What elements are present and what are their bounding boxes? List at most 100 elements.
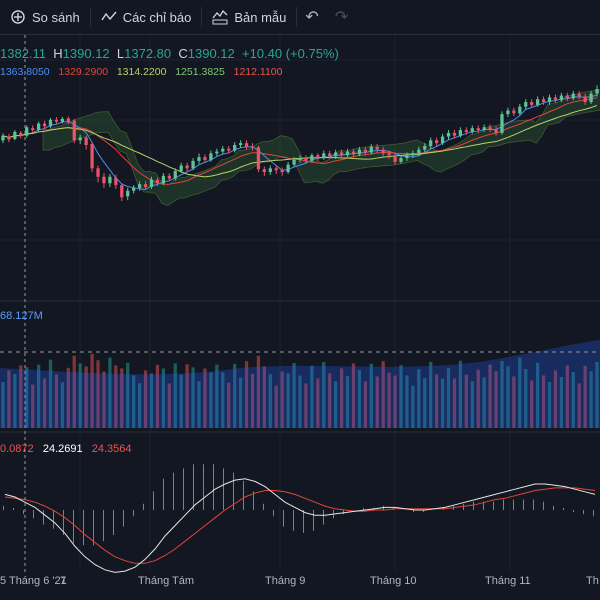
macd-histogram-bar: [343, 510, 344, 515]
candle-body: [369, 146, 373, 153]
candle-body: [84, 137, 88, 145]
volume-bar: [203, 368, 207, 428]
macd-histogram-bar: [143, 503, 144, 510]
macd-histogram-bar: [213, 464, 214, 510]
candle-body: [565, 95, 569, 99]
volume-bar: [13, 374, 17, 428]
candle-body: [209, 153, 213, 160]
volume-bar: [149, 373, 154, 428]
volume-bar: [405, 375, 409, 428]
candle-body: [298, 158, 302, 160]
candle-body: [7, 136, 11, 140]
candle-body: [179, 165, 183, 172]
macd-histogram-bar: [3, 505, 4, 510]
candle-body: [571, 93, 575, 99]
volume-bar: [215, 364, 219, 428]
volume-bar: [268, 374, 272, 428]
macd-value-3: 24.3564: [91, 443, 132, 455]
candle-body: [535, 99, 540, 105]
ma-legend: 1363.8050 1329.2900 1314.2200 1251.3825 …: [0, 66, 282, 78]
candle-body: [256, 147, 261, 170]
candle-body: [244, 143, 249, 147]
candle-body: [173, 171, 177, 179]
ma-value-3: 1314.2200: [116, 66, 167, 78]
volume-bar: [571, 372, 575, 428]
candle-body: [595, 89, 599, 94]
candle-body: [126, 190, 130, 197]
candle-body: [476, 128, 480, 131]
volume-bar: [31, 384, 35, 428]
macd-histogram-bar: [133, 510, 134, 517]
volume-bar: [7, 370, 11, 428]
candle-body: [25, 127, 29, 136]
redo-icon[interactable]: ↷: [334, 9, 349, 26]
close-key: C: [178, 46, 188, 61]
candle-body: [48, 119, 53, 127]
candle-body: [589, 93, 593, 103]
candle-body: [482, 127, 486, 131]
chart-canvas[interactable]: [0, 35, 600, 600]
indicators-button[interactable]: Các chỉ báo: [91, 0, 202, 34]
candle-body: [363, 149, 367, 153]
volume-bar: [339, 368, 344, 428]
volume-bar: [452, 378, 457, 428]
candle-body: [54, 119, 59, 122]
macd-histogram-bar: [153, 491, 154, 510]
candle-body: [322, 153, 326, 159]
candle-body: [500, 114, 504, 133]
volume-bar: [458, 360, 463, 428]
undo-icon[interactable]: ↶: [305, 9, 319, 26]
close-value: 1390.12: [187, 46, 235, 61]
macd-histogram-bar: [573, 510, 574, 513]
volume-bar: [369, 363, 373, 428]
volume-bar: [102, 371, 106, 428]
volume-bar: [583, 365, 587, 428]
volume-bar: [417, 369, 421, 428]
candle-body: [96, 168, 100, 177]
macd-histogram-bar: [503, 499, 504, 510]
candle-body: [102, 176, 106, 184]
macd-histogram-bar: [43, 510, 44, 525]
volume-bar: [381, 361, 385, 428]
candle-body: [114, 177, 118, 186]
candle-body: [423, 145, 427, 150]
candle-body: [304, 158, 308, 161]
volume-bar: [185, 364, 189, 428]
candle-body: [274, 168, 278, 171]
volume-bar: [387, 372, 391, 428]
volume-bar: [494, 371, 498, 428]
candle-body: [440, 136, 445, 144]
indicators-label: Các chỉ báo: [122, 9, 192, 25]
volume-bar: [423, 378, 427, 428]
candle-body: [268, 168, 272, 173]
templates-button[interactable]: Bản mẫu: [202, 0, 296, 34]
candle-body: [506, 110, 510, 115]
macd-histogram-bar: [223, 468, 224, 510]
candle-body: [221, 148, 225, 152]
macd-histogram-bar: [73, 510, 74, 544]
volume-bar: [553, 370, 558, 428]
volume-bar: [363, 381, 367, 428]
candle-body: [143, 184, 148, 187]
volume-bar: [464, 374, 468, 428]
volume-bar: [535, 362, 540, 428]
x-tick-label: 7: [60, 575, 67, 587]
candle-body: [310, 155, 314, 161]
volume-bar: [132, 375, 136, 428]
macd-series: [3, 464, 596, 573]
volume-bar: [48, 359, 53, 428]
volume-bar: [488, 364, 492, 428]
signal-line: [4, 487, 596, 564]
candle-body: [541, 99, 546, 103]
candle-body: [292, 159, 296, 165]
volume-bar: [334, 381, 338, 428]
volume-bar: [137, 383, 142, 428]
candle-body: [446, 132, 451, 137]
compare-button[interactable]: So sánh: [0, 0, 90, 34]
candle-body: [31, 128, 35, 131]
volume-value: 68.127M: [0, 310, 43, 322]
macd-histogram-bar: [173, 472, 174, 510]
macd-histogram-bar: [253, 491, 254, 510]
macd-histogram-bar: [263, 503, 264, 510]
candle-body: [137, 184, 142, 188]
